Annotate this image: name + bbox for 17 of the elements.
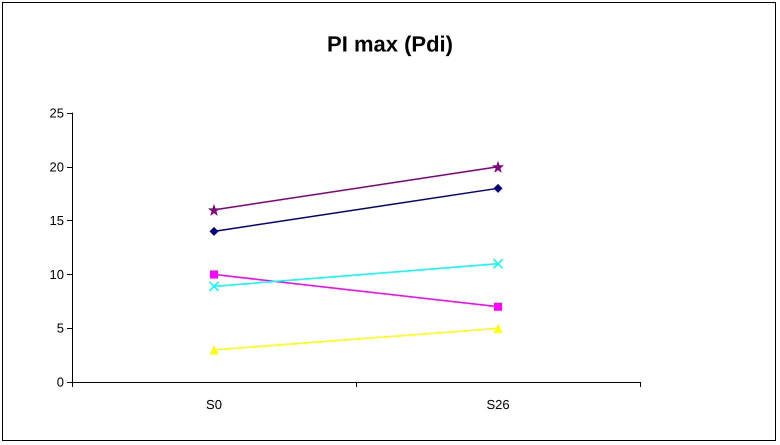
- point: [492, 160, 504, 173]
- y-tick-label: 5: [56, 320, 64, 336]
- point: [208, 204, 220, 216]
- x-tick-label: S0: [206, 397, 222, 412]
- point: [210, 226, 218, 236]
- point: [492, 258, 504, 269]
- y-tick-label: 10: [50, 266, 64, 282]
- point: [494, 302, 502, 311]
- point: [210, 270, 218, 278]
- y-tick-label: 20: [50, 159, 64, 174]
- y-tick-label: 25: [50, 106, 64, 120]
- y-tick-label: 15: [50, 213, 64, 228]
- x-tick-label: S26: [486, 397, 510, 412]
- chart-title: PI max (Pdi): [327, 32, 453, 56]
- point: [494, 184, 502, 193]
- y-tick-label: 0: [56, 374, 64, 390]
- point: [208, 280, 220, 292]
